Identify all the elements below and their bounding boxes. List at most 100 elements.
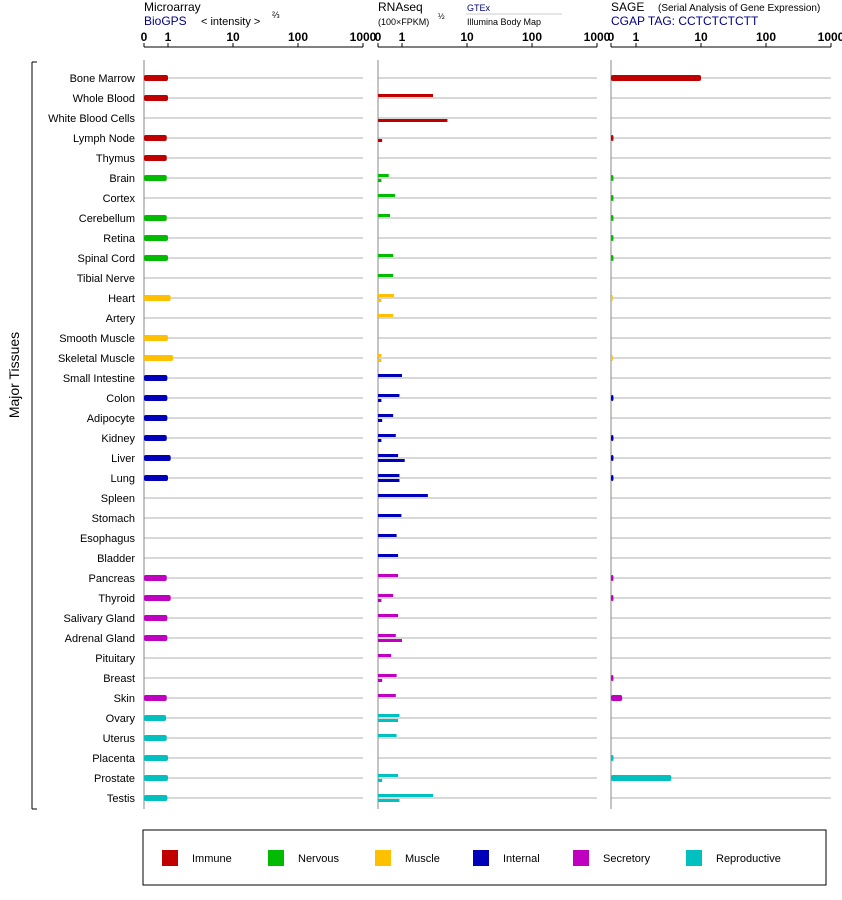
microarray-bar [144,95,168,101]
tissue-label: Lymph Node [73,133,135,145]
microarray-bar [144,735,167,741]
sage-tag: CGAP TAG: CCTCTCTCTT [611,14,759,28]
tissue-label: Bladder [97,553,135,565]
group-bracket [31,61,37,810]
sage-bar [611,215,614,221]
microarray-bar [144,215,167,221]
tissue-label: Adipocyte [87,413,135,425]
microarray-tick-label: 100 [288,30,308,44]
gtex-bar [378,594,394,597]
microarray-bar [144,635,168,641]
gtex-bar [378,474,400,477]
gtex-bar [378,794,434,797]
legend-label-internal: Internal [503,853,540,865]
microarray-bar [144,75,168,81]
tissue-label: Salivary Gland [63,613,135,625]
illumina-bar [378,679,383,682]
rnaseq-header: RNAseq (100×FPKM) ½ GTEx Illumina Body M… [378,0,562,27]
sage-bar [611,75,701,81]
sage-bar [611,195,614,201]
gtex-bar [378,274,394,277]
sage-tick-label: 100 [756,30,776,44]
legend-label-secretory: Secretory [603,853,651,865]
gtex-bar [378,394,400,397]
tissue-label: Uterus [103,733,136,745]
gtex-bar [378,94,434,97]
sage-bar [611,395,614,401]
gtex-bar [378,414,394,417]
gtex-bar [378,674,397,677]
microarray-title: Microarray [144,0,201,14]
microarray-unit-exponent: ⅔ [272,10,280,20]
microarray-bar [144,255,168,261]
tissue-label: Colon [106,393,135,405]
tissue-label: Small Intestine [63,373,135,385]
gtex-bar [378,714,400,717]
tissue-label: Spinal Cord [78,253,135,265]
microarray-bar [144,575,167,581]
microarray-bar [144,595,171,601]
gtex-bar [378,174,389,177]
illumina-bar [378,719,399,722]
sage-bar [611,355,613,361]
tissue-label: Pituitary [95,653,135,665]
rnaseq-tick-label: 1 [399,30,406,44]
microarray-bar [144,615,168,621]
tissue-label: Adrenal Gland [65,633,135,645]
legend-label-nervous: Nervous [298,853,339,865]
grid-layer [144,77,831,799]
tissue-label: White Blood Cells [48,113,135,125]
microarray-bar [144,375,168,381]
illumina-bar [378,479,400,482]
gtex-bar [378,314,394,317]
legend-label-reproductive: Reproductive [716,853,781,865]
gtex-bar [378,534,397,537]
sage-tick-label: 1000 [818,30,842,44]
tissue-labels: Bone Marrow Whole Blood White Blood Cells L… [48,73,136,805]
microarray-bar [144,695,167,701]
sage-tick-label: 0 [608,30,615,44]
sage-bar [611,595,614,601]
microarray-source: BioGPS [144,14,187,28]
microarray-tick-label: 0 [141,30,148,44]
illumina-bar [378,779,383,782]
microarray-tick-label: 1 [165,30,172,44]
category-legend: Immune Nervous Muscle Internal Secretory Repr… [162,850,781,866]
microarray-bar [144,395,168,401]
tissue-label: Ovary [106,713,136,725]
sage-bar [611,675,614,681]
sage-bar [611,255,614,261]
sage-bar [611,175,614,181]
sage-subtitle: (Serial Analysis of Gene Expression) [658,3,820,14]
tissue-label: Testis [107,793,136,805]
gtex-bar [378,374,402,377]
microarray-tick-label: 10 [226,30,240,44]
tissue-label: Kidney [101,433,135,445]
microarray-unit: < intensity > [201,16,260,28]
gtex-bar [378,634,396,637]
microarray-bar [144,355,174,361]
legend-swatch-immune [162,850,178,866]
microarray-bar [144,755,168,761]
rnaseq-title: RNAseq [378,0,423,14]
legend-swatch-reproductive [686,850,702,866]
sage-bar [611,135,614,141]
gtex-bar [378,614,399,617]
legend-gtex: GTEx [467,3,491,13]
bars-layer [144,75,701,802]
microarray-bar [144,155,167,161]
tissue-label: Cerebellum [79,213,135,225]
sage-bar [611,475,614,481]
tissue-label: Esophagus [80,533,136,545]
gtex-bar [378,354,382,357]
illumina-bar [378,459,405,462]
illumina-bar [378,399,382,402]
tissue-label: Breast [103,673,135,685]
rnaseq-tick-label: 100 [522,30,542,44]
tissue-label: Lung [111,473,135,485]
rnaseq-unit: (100×FPKM) [378,17,429,27]
rnaseq-unit-exponent: ½ [438,12,445,21]
microarray-bar [144,455,171,461]
tissue-label: Liver [111,453,135,465]
